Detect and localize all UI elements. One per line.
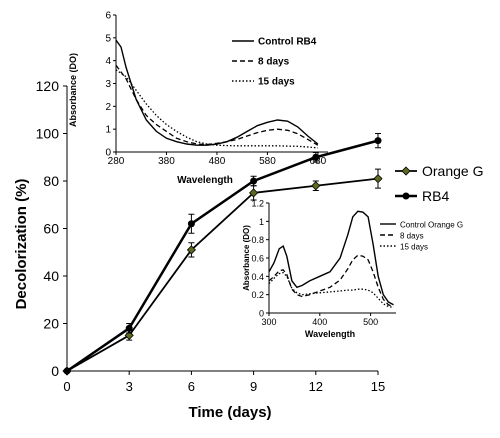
inset-y-tick-label: 5: [105, 33, 111, 44]
inset-legend-label: 15 days: [400, 243, 428, 252]
inset-y-tick-label: 0: [105, 148, 111, 159]
inset-x-tick-label: 400: [312, 317, 327, 327]
inset-series-line-15-days: [115, 69, 318, 149]
inset-y-tick-label: 6: [105, 11, 111, 22]
inset2-y-label: Absorbance (DO): [242, 225, 251, 291]
main-x-tick-label: 0: [63, 379, 70, 394]
inset-x-tick-label: 680: [310, 156, 327, 167]
data-point-orange-g: [186, 245, 196, 255]
inset-rb4-chart: 0 1 2 3 4 5 6 280 380 480 580 680 Control RB4 8 days 1…: [105, 11, 328, 167]
main-y-tick-label: 80: [43, 173, 59, 189]
series-line-rb4: [66, 139, 379, 373]
inset-legend-label: Control RB4: [258, 37, 317, 48]
main-x-tick-label: 12: [309, 379, 323, 394]
data-point-rb4: [125, 324, 133, 332]
inset-y-tick-label: 0.8: [251, 235, 264, 245]
data-point-orange-g: [373, 174, 383, 184]
inset-x-tick-label: 480: [209, 156, 226, 167]
inset-legend-label: 8 days: [400, 232, 424, 241]
data-point-rb4: [312, 153, 320, 161]
data-point-rb4: [63, 367, 71, 375]
inset2-x-label: Wavelength: [305, 329, 355, 339]
inset-y-tick-label: 3: [105, 79, 111, 90]
inset-y-tick-label: 1: [259, 217, 264, 227]
legend-label-rb4: RB4: [422, 188, 449, 204]
inset1-y-label: Absorbance (DO): [68, 53, 78, 127]
data-point-rb4: [187, 220, 195, 228]
inset-plot-background: [116, 15, 328, 152]
inset-x-tick-label: 300: [261, 317, 276, 327]
main-y-tick-label: 120: [36, 78, 60, 94]
main-y-label: Decolorization (%): [13, 179, 30, 310]
inset-y-tick-label: 2: [105, 102, 111, 113]
data-point-orange-g: [311, 181, 321, 191]
inset-y-tick-label: 4: [105, 56, 111, 67]
inset-y-tick-label: 0.2: [251, 290, 264, 300]
main-x-tick-label: 3: [126, 379, 133, 394]
data-point-rb4: [374, 137, 382, 145]
inset-x-tick-label: 280: [108, 156, 125, 167]
inset-x-tick-label: 500: [363, 317, 378, 327]
inset-legend-label: 15 days: [258, 77, 295, 88]
legend-marker-rb4: [402, 192, 410, 200]
main-x-tick-label: 15: [371, 379, 385, 394]
main-y-tick-label: 60: [43, 221, 59, 237]
inset-y-tick-label: 1: [105, 125, 111, 136]
main-y-tick-label: 20: [43, 316, 59, 332]
main-y-tick-label: 100: [36, 126, 60, 142]
inset-y-tick-label: 0: [259, 309, 264, 319]
data-point-rb4: [250, 177, 258, 185]
inset-series-line-control-orange-g: [268, 210, 394, 306]
inset-legend-label: Control Orange G: [400, 221, 463, 230]
legend-marker-orange-g: [401, 166, 411, 176]
series-line-orange-g: [66, 177, 379, 372]
data-point-orange-g: [249, 188, 259, 198]
inset-x-tick-label: 580: [259, 156, 276, 167]
main-y-tick-label: 40: [43, 268, 59, 284]
inset-orange-g-chart: 0 0.2 0.4 0.6 0.8 1 1.2 300 400 500 Control Orange…: [251, 199, 463, 328]
main-x-label: Time (days): [188, 404, 271, 421]
inset-legend-label: 8 days: [258, 57, 290, 68]
main-y-tick-label: 0: [51, 363, 59, 379]
inset-series-line-15-days: [268, 271, 394, 309]
inset-series-line-8-days: [268, 254, 394, 308]
inset-series-line-control-rb4: [115, 39, 319, 146]
inset1-x-label: Wavelength: [177, 175, 233, 186]
main-x-tick-label: 6: [188, 379, 195, 394]
inset-series-line-8-days: [115, 64, 319, 146]
inset-x-tick-label: 380: [158, 156, 175, 167]
main-x-tick-label: 9: [250, 379, 257, 394]
inset-y-tick-label: 1.2: [251, 199, 264, 209]
inset-y-tick-label: 0.6: [251, 254, 264, 264]
legend-label-orange-g: Orange G: [422, 163, 483, 179]
inset-y-tick-label: 0.4: [251, 272, 264, 282]
